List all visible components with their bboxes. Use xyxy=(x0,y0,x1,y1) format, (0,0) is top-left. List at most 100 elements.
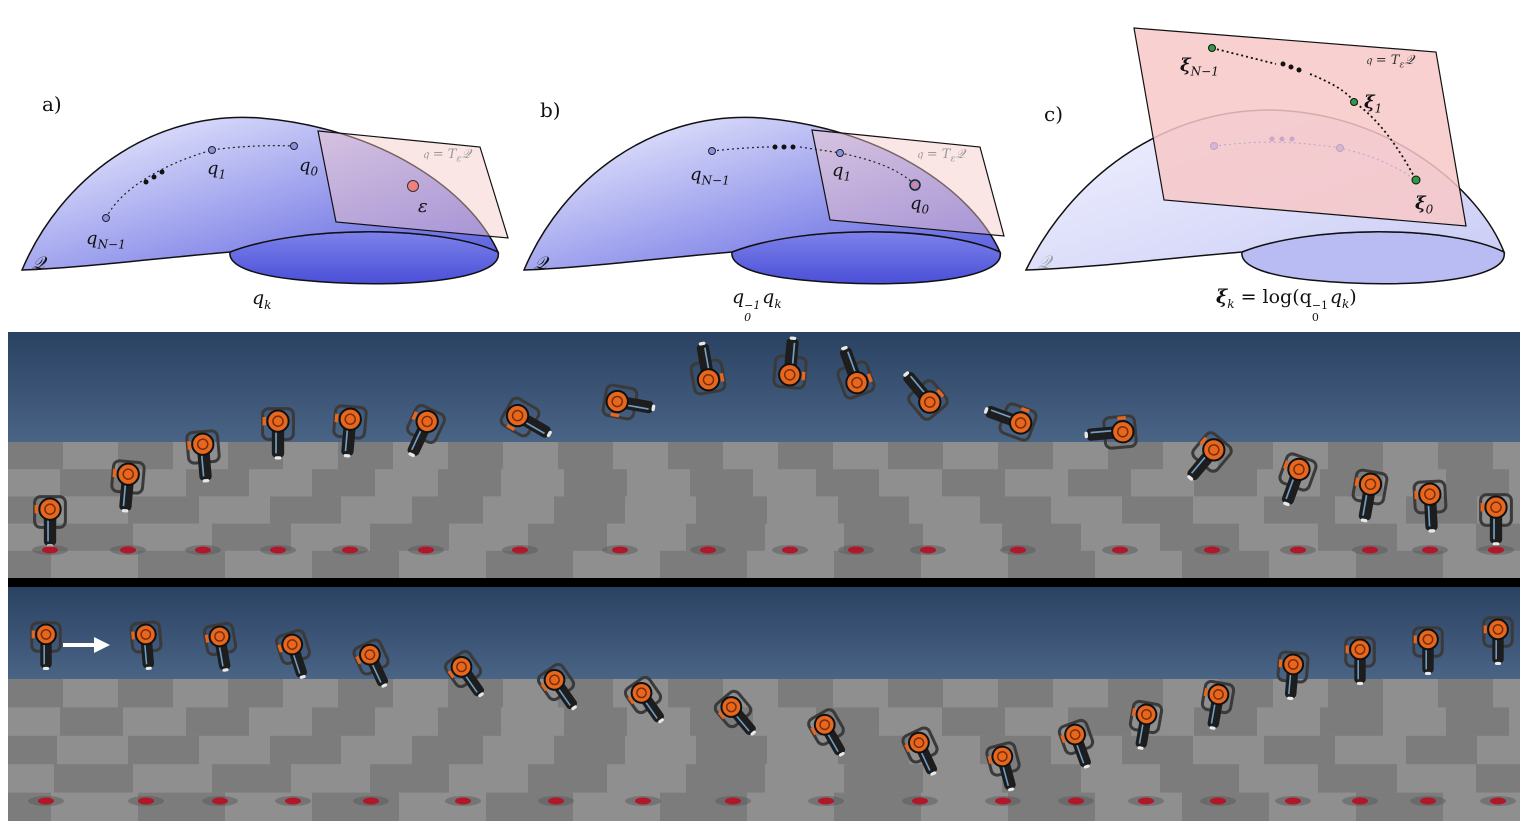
contact-marker xyxy=(700,546,716,554)
robot-frame xyxy=(1278,452,1318,507)
robot-frame xyxy=(443,649,485,698)
label-epsilon: ε xyxy=(418,196,428,217)
sim-strip-top-canvas xyxy=(8,332,1520,578)
contact-marker xyxy=(1290,546,1306,554)
caption-c: ξk = log(q −1 0 qk) xyxy=(1216,286,1357,324)
robot-frame xyxy=(1057,718,1095,769)
label-q0: q0 xyxy=(910,193,930,217)
push-arrow-icon xyxy=(63,637,110,653)
contact-marker xyxy=(920,546,936,554)
robot-frame xyxy=(30,621,62,671)
strip-divider xyxy=(8,578,1520,587)
robot-frame xyxy=(713,689,756,736)
contact-marker xyxy=(1420,797,1436,805)
manifold-c xyxy=(1024,27,1506,285)
caption-b: q −1 0 qk xyxy=(732,286,782,324)
label-tangent-plane: 𝔮 = Tε𝒬 xyxy=(1366,53,1414,71)
contact-marker xyxy=(455,797,471,805)
panel-b: b) qN−1 q1 q0 𝔮 = Tε𝒬 𝒬 q −1 0 qk xyxy=(500,0,1020,325)
contact-marker xyxy=(1352,797,1368,805)
robot-frame xyxy=(1187,431,1233,481)
robot-frame xyxy=(110,459,146,513)
contact-marker xyxy=(995,797,1011,805)
robot-frame xyxy=(1482,616,1514,666)
label-q-n-1: qN−1 xyxy=(86,228,126,252)
robot-frame xyxy=(983,402,1038,442)
contact-marker xyxy=(512,546,528,554)
robot-frame xyxy=(1344,636,1376,686)
label-q-n-1: qN−1 xyxy=(690,164,730,188)
robot-frame xyxy=(807,708,846,757)
contact-marker xyxy=(195,546,211,554)
panel-a-letter: a) xyxy=(42,92,62,116)
robot-frame xyxy=(1351,468,1389,523)
robot-frame xyxy=(1200,679,1236,730)
sim-strip-top xyxy=(8,332,1520,578)
panel-a: a) qN−1 q1 q0 ε 𝔮 = Tε𝒬 𝒬 qk xyxy=(0,0,520,325)
contact-marker xyxy=(1490,797,1506,805)
contact-marker xyxy=(818,797,834,805)
robot-frame xyxy=(1479,493,1513,546)
manifold-b xyxy=(522,116,1005,285)
contact-marker xyxy=(1068,797,1084,805)
label-q1: q1 xyxy=(207,158,227,182)
robot-frame xyxy=(1084,414,1138,450)
contact-marker xyxy=(1488,546,1504,554)
contact-marker xyxy=(138,797,154,805)
robot-frame xyxy=(836,345,876,400)
label-q1: q1 xyxy=(832,160,852,184)
robot-frame xyxy=(499,396,552,438)
label-tangent-plane: 𝔮 = Tε𝒬 xyxy=(423,147,471,165)
robot-frame xyxy=(275,629,311,679)
contact-marker xyxy=(1204,546,1220,554)
contact-marker xyxy=(1138,797,1154,805)
robot-frame xyxy=(689,341,727,396)
contact-marker xyxy=(725,797,741,805)
contact-marker xyxy=(285,797,301,805)
robot-frame xyxy=(332,404,368,458)
robot-frame xyxy=(901,726,939,776)
contact-marker xyxy=(612,546,628,554)
manifold-a xyxy=(20,116,509,285)
sim-strip-bottom-canvas xyxy=(8,587,1520,821)
robot-frame xyxy=(406,404,446,458)
contact-marker xyxy=(912,797,928,805)
contact-marker xyxy=(42,546,58,554)
contact-marker xyxy=(1010,546,1026,554)
robot-frame xyxy=(352,638,390,688)
contact-marker xyxy=(1422,546,1438,554)
panel-b-letter: b) xyxy=(540,98,561,122)
robot-frame xyxy=(1276,650,1310,701)
sim-strip-bottom xyxy=(8,587,1520,821)
robot-frame xyxy=(536,662,578,711)
contact-marker xyxy=(548,797,564,805)
contact-marker xyxy=(38,797,54,805)
robot-frame xyxy=(623,675,665,724)
contact-marker xyxy=(120,546,136,554)
label-manifold: 𝒬 xyxy=(1038,252,1051,273)
robot-frame xyxy=(985,741,1021,792)
label-xi0: ξ0 xyxy=(1415,193,1434,217)
contact-marker xyxy=(342,546,358,554)
panel-c: c) ξN−1 ξ1 ξ0 𝔮 = Tε𝒬 𝒬 ξk = log(q −1 0 qk) xyxy=(1010,0,1528,325)
robot-frame xyxy=(1412,626,1444,676)
robot-frame xyxy=(33,495,67,548)
label-q0: q0 xyxy=(299,155,319,179)
panel-c-letter: c) xyxy=(1044,102,1064,126)
contact-marker xyxy=(418,546,434,554)
robot-frame xyxy=(601,383,656,421)
robot-frame xyxy=(202,621,238,672)
robot-frame xyxy=(129,620,163,671)
label-xi-n-1: ξN−1 xyxy=(1180,55,1219,79)
robot-frame xyxy=(185,429,221,483)
contact-marker xyxy=(1112,546,1128,554)
contact-marker xyxy=(212,797,228,805)
robot-frame xyxy=(1128,699,1164,750)
label-tangent-plane: 𝔮 = Tε𝒬 xyxy=(917,147,965,165)
contact-marker xyxy=(1285,797,1301,805)
caption-a: qk xyxy=(252,287,272,312)
robot-frame xyxy=(772,336,808,390)
contact-marker xyxy=(782,546,798,554)
label-manifold: 𝒬 xyxy=(32,253,45,274)
contact-marker xyxy=(848,546,864,554)
